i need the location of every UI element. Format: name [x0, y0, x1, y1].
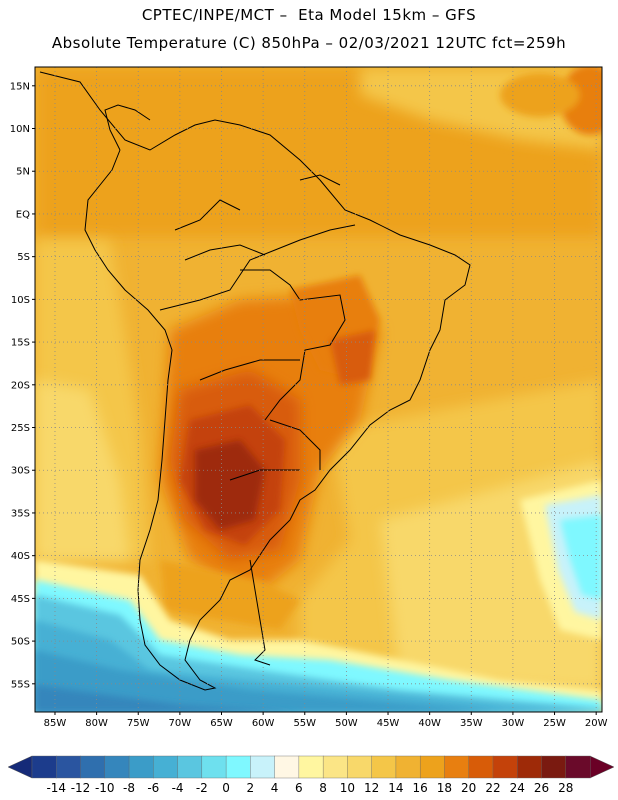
coastlines [39, 71, 471, 691]
colorbar-label: 26 [534, 781, 549, 795]
colorbar-label: 18 [437, 781, 452, 795]
colorbar-swatch [274, 755, 300, 779]
colorbar-label: 24 [510, 781, 525, 795]
colorbar-swatch [56, 755, 82, 779]
colorbar-label: 22 [485, 781, 500, 795]
colorbar-label: 8 [319, 781, 327, 795]
colorbar-swatch [250, 755, 276, 779]
lon-label: 25W [543, 718, 566, 729]
colorbar-label: -6 [147, 781, 159, 795]
colorbar-swatch [153, 755, 179, 779]
lon-label: 55W [293, 718, 316, 729]
lat-label: 20S [11, 380, 30, 391]
lat-label: 10N [10, 124, 30, 135]
colorbar-label: 4 [271, 781, 279, 795]
colorbar-label: 0 [222, 781, 230, 795]
colorbar-label: 20 [461, 781, 476, 795]
title-line-2: Absolute Temperature (C) 850hPa – 02/03/… [51, 34, 567, 52]
colorbar-label: 12 [364, 781, 379, 795]
colorbar-over-arrow [589, 755, 615, 779]
colorbar: -14 -12 -10 -8 -6 -4 -2 0 2 4 6 8 10 12 14 16 18 20 22 24 26… [7, 755, 615, 795]
colorbar-swatch [395, 755, 421, 779]
lat-label: 10S [11, 295, 30, 306]
lon-label: 85W [44, 718, 67, 729]
lat-label: EQ [16, 209, 30, 220]
colorbar-label: -8 [123, 781, 135, 795]
colorbar-swatch [419, 755, 445, 779]
colorbar-swatch [177, 755, 203, 779]
colorbar-label: 2 [247, 781, 255, 795]
colorbar-swatch [492, 755, 518, 779]
map-frame [34, 66, 603, 713]
colorbar-swatch [541, 755, 567, 779]
colorbar-label: -12 [71, 781, 91, 795]
colorbar-swatch [322, 755, 348, 779]
colorbar-swatch [444, 755, 470, 779]
lat-label: 55S [11, 679, 30, 690]
lat-label: 35S [11, 508, 30, 519]
colorbar-label: -2 [196, 781, 208, 795]
colorbar-label: -14 [46, 781, 66, 795]
lat-label: 5S [17, 252, 30, 263]
lat-label: 5N [16, 167, 30, 178]
longitude-labels: 85W 80W 75W 70W 65W 60W 55W 50W 45W 40W 35W 30W 25W 2… [44, 712, 608, 729]
colorbar-label: 6 [295, 781, 303, 795]
colorbar-swatch [31, 755, 57, 779]
colorbar-label: 28 [558, 781, 573, 795]
temperature-field [35, 67, 602, 712]
lat-label: 25S [11, 423, 30, 434]
colorbar-label: -10 [95, 781, 115, 795]
colorbar-swatch [347, 755, 373, 779]
colorbar-swatch [201, 755, 227, 779]
lat-label: 40S [11, 551, 30, 562]
colorbar-swatch [298, 755, 324, 779]
lon-label: 60W [252, 718, 275, 729]
lon-label: 20W [585, 718, 608, 729]
lon-label: 35W [460, 718, 483, 729]
lat-label: 30S [11, 466, 30, 477]
lat-label: 15N [10, 81, 30, 92]
lon-label: 30W [502, 718, 525, 729]
colorbar-label: -4 [172, 781, 184, 795]
lon-label: 40W [418, 718, 441, 729]
lat-label: 50S [11, 637, 30, 648]
lon-label: 50W [335, 718, 358, 729]
title-line-1: CPTEC/INPE/MCT – Eta Model 15km – GFS [141, 6, 477, 24]
lat-label: 15S [11, 338, 30, 349]
colorbar-under-arrow [7, 755, 33, 779]
colorbar-swatch [104, 755, 130, 779]
colorbar-label: 16 [413, 781, 428, 795]
colorbar-swatch [468, 755, 494, 779]
lon-label: 65W [210, 718, 233, 729]
lat-lon-grid [35, 67, 602, 712]
lon-label: 80W [85, 718, 108, 729]
lon-label: 75W [127, 718, 150, 729]
colorbar-swatch [225, 755, 251, 779]
lon-label: 70W [169, 718, 192, 729]
lon-label: 45W [377, 718, 400, 729]
colorbar-swatch [371, 755, 397, 779]
colorbar-swatch [128, 755, 154, 779]
latitude-labels: 15N 10N 5N EQ 5S 10S 15S 20S 25S 30S 35S 40S 45S 50S 5… [10, 81, 35, 690]
colorbar-label: 14 [388, 781, 403, 795]
colorbar-label: 10 [340, 781, 355, 795]
colorbar-swatch [80, 755, 106, 779]
colorbar-swatch [517, 755, 542, 779]
colorbar-swatch [565, 755, 591, 779]
lat-label: 45S [11, 594, 30, 605]
